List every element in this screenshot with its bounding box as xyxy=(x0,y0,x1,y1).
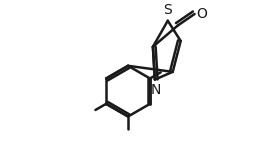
Text: O: O xyxy=(196,7,207,21)
Text: N: N xyxy=(151,83,161,97)
Text: S: S xyxy=(163,3,172,17)
